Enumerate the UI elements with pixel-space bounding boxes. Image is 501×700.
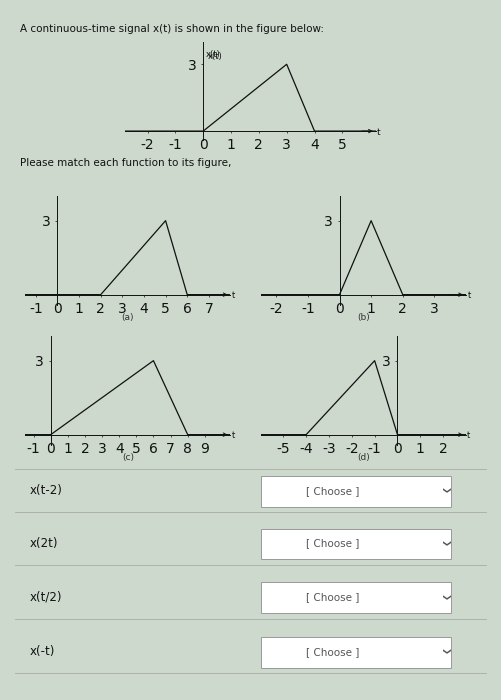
Text: A continuous-time signal x(t) is shown in the figure below:: A continuous-time signal x(t) is shown i… — [20, 25, 324, 34]
Text: t: t — [377, 127, 381, 136]
Text: [ Choose ]: [ Choose ] — [306, 486, 359, 496]
Text: ❯: ❯ — [441, 594, 450, 601]
Text: x(t-2): x(t-2) — [30, 484, 63, 497]
Text: (b): (b) — [357, 313, 370, 322]
Text: (a): (a) — [122, 313, 134, 322]
Text: t: t — [231, 291, 235, 300]
Text: (c): (c) — [122, 453, 134, 462]
Text: x(2t): x(2t) — [30, 537, 59, 550]
Text: t: t — [231, 431, 234, 440]
Text: x(t): x(t) — [207, 52, 222, 61]
Text: x(t/2): x(t/2) — [30, 591, 63, 603]
Text: ❯: ❯ — [441, 540, 450, 547]
Text: x(-t): x(-t) — [30, 645, 56, 658]
Text: Please match each function to its figure,: Please match each function to its figure… — [20, 158, 231, 167]
Text: ❯: ❯ — [441, 648, 450, 655]
Text: x(t): x(t) — [205, 50, 220, 59]
Text: ❯: ❯ — [441, 487, 450, 494]
Text: [ Choose ]: [ Choose ] — [306, 538, 359, 548]
Text: [ Choose ]: [ Choose ] — [306, 592, 359, 602]
Text: [ Choose ]: [ Choose ] — [306, 647, 359, 657]
Text: (d): (d) — [357, 453, 370, 462]
Text: t: t — [467, 431, 470, 440]
Text: t: t — [467, 291, 471, 300]
